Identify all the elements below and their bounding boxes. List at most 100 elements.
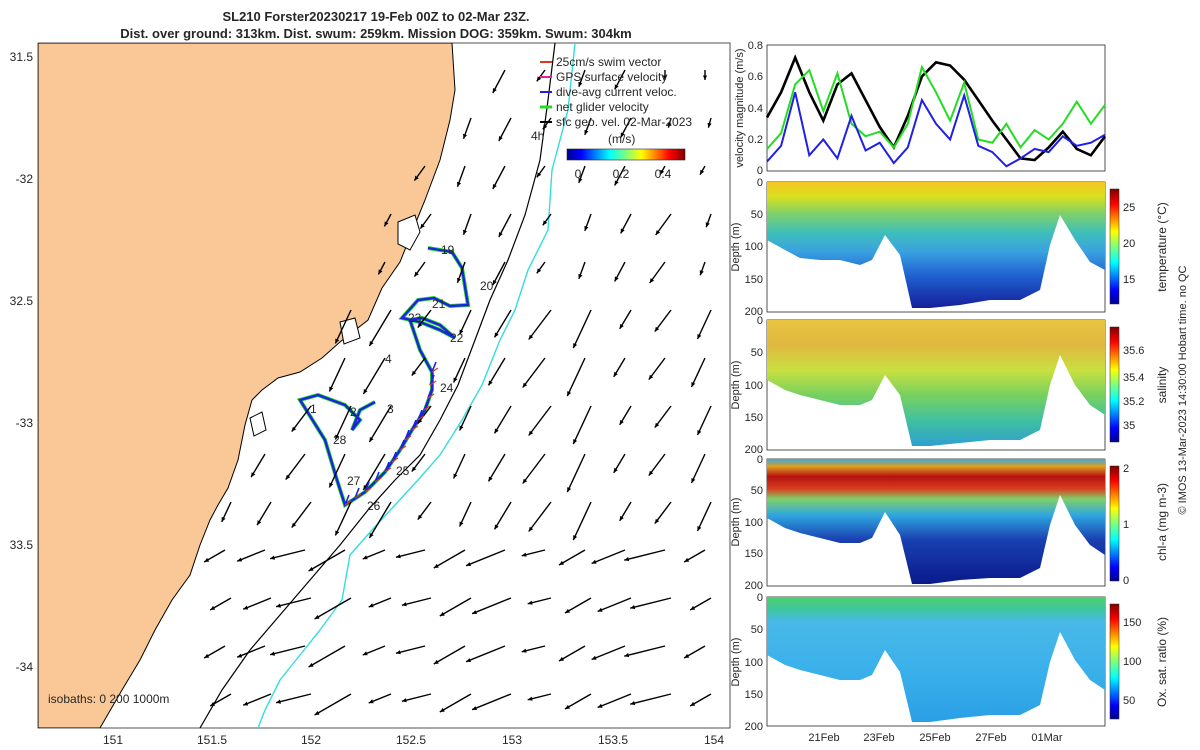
velocity-arrow-head [251, 472, 256, 478]
depth-tick: 200 [745, 721, 763, 733]
velocity-ytick: 0.8 [748, 40, 763, 52]
velocity-arrow-shaft [314, 597, 352, 620]
velocity-arrow-head [521, 552, 527, 557]
velocity-arrow-head [488, 476, 493, 482]
velocity-arrow-head [559, 656, 564, 661]
velocity-arrow-head [654, 518, 660, 524]
map-ytick: -33 [16, 416, 34, 430]
depth-tick: 100 [745, 380, 763, 392]
date-tick: 27Feb [975, 732, 1006, 744]
map-ytick: 33.5 [10, 538, 34, 552]
velocity-series [765, 54, 1107, 168]
day-label: 2 [350, 405, 357, 419]
coastal-lake [249, 411, 267, 437]
colorbar-tick: 0 [1123, 575, 1129, 587]
velocity-arrow-head [414, 271, 419, 277]
colorbar-tick: 50 [1123, 695, 1135, 707]
velocity-arrow-head [210, 701, 216, 706]
velocity-arrow-head [527, 696, 533, 701]
velocity-arrow-head [494, 428, 499, 434]
velocity-arrow-head [613, 467, 618, 473]
velocity-arrow-shaft [566, 357, 586, 397]
swim-vector-tick [364, 487, 372, 493]
velocity-arrow-head [690, 701, 696, 706]
velocity-arrow-head [314, 710, 320, 715]
surface-velocity-arrows [203, 69, 712, 716]
depth-ylabel: Depth (m) [730, 361, 742, 410]
velocity-arrow-shaft [395, 549, 426, 558]
velocity-arrow-head [466, 562, 471, 566]
velocity-arrow-head [597, 607, 603, 612]
velocity-arrow-shaft [465, 549, 506, 567]
velocity-arrow-head [536, 172, 542, 178]
velocity-arrow-shaft [250, 453, 266, 478]
velocity-arrow-head [433, 563, 439, 568]
map-xtick: 152.5 [396, 733, 426, 747]
velocity-arrow-head [368, 603, 374, 608]
velocity-arrow-shaft [630, 597, 672, 609]
day-label: 4 [385, 352, 392, 366]
velocity-arrow-head [243, 605, 249, 610]
velocity-arrow-shaft [362, 357, 386, 395]
velocity-arrow-shaft [334, 309, 352, 344]
velocity-arrow-head [237, 557, 243, 562]
map-ytick: -34 [16, 660, 34, 674]
depth-tick: 0 [757, 592, 763, 604]
velocity-arrow-shaft [690, 357, 706, 388]
velocity-arrow-head [329, 482, 334, 488]
velocity-arrow-head [237, 653, 243, 658]
day-label: 26 [367, 499, 381, 513]
map-legend: 25cm/s swim vector GPS surface velocity … [540, 55, 692, 129]
velocity-arrow-head [498, 232, 503, 237]
velocity-arrow-head [335, 530, 340, 536]
velocity-arrow-shaft [624, 645, 666, 657]
velocity-arrow-head [528, 334, 534, 340]
velocity-arrow-shaft [328, 453, 346, 488]
velocity-arrow-head [573, 439, 578, 445]
velocity-arrow-head [457, 181, 461, 187]
depth-tick: 200 [745, 580, 763, 592]
velocity-ytick: 0.4 [748, 103, 763, 115]
velocity-arrow-head [527, 600, 533, 605]
velocity-series-line [766, 91, 1106, 168]
glider-velocity-tick [417, 409, 423, 421]
colorbar-tick: 100 [1123, 656, 1141, 668]
swim-vector-tick [391, 457, 399, 463]
glider-velocity-tick [431, 361, 437, 373]
day-label: 21 [432, 297, 446, 311]
map-xtick: 153 [502, 733, 522, 747]
swim-vector-tick [417, 415, 425, 421]
velocity-y-ticks: 0 0.2 0.4 0.6 0.8 [748, 40, 763, 177]
velocity-arrow-shaft [439, 597, 472, 617]
velocity-ytick: 0.6 [748, 71, 763, 83]
velocity-arrow-shaft [572, 405, 592, 445]
velocity-arrow-head [521, 648, 527, 653]
velocity-arrow-head [567, 487, 572, 493]
velocity-arrow-head [492, 88, 497, 93]
velocity-arrow-head [684, 557, 690, 562]
velocity-arrow-head [614, 276, 619, 282]
map-colorbar: (m/s) 0 0.2 0.4 [566, 132, 686, 181]
velocity-arrow-head [699, 270, 704, 276]
velocity-arrow-head [492, 280, 497, 285]
colorbar-tick: 25 [1123, 202, 1135, 214]
velocity-arrow-head [369, 437, 374, 442]
velocity-arrow-head [494, 332, 499, 338]
colorbar-tick: 1 [1123, 519, 1129, 531]
velocity-arrow-head [522, 478, 528, 484]
velocity-arrow-head [243, 701, 249, 706]
depth-tick: 150 [745, 412, 763, 424]
colorbar-tick: 150 [1123, 617, 1141, 629]
glider-velocity-tick [391, 451, 397, 463]
depth-tick: 100 [745, 517, 763, 529]
velocity-arrow-head [472, 610, 477, 614]
velocity-arrow-head [314, 614, 320, 619]
depth-tick: 0 [757, 454, 763, 466]
velocity-arrow-shaft [630, 693, 672, 705]
velocity-arrow-shaft [591, 645, 626, 661]
velocity-arrow-shaft [696, 405, 712, 436]
velocity-arrow-head [395, 650, 401, 655]
chlorophyll-section-fill [767, 459, 1105, 584]
swim-vector-tick [411, 425, 419, 431]
velocity-axes-box [766, 44, 1106, 172]
